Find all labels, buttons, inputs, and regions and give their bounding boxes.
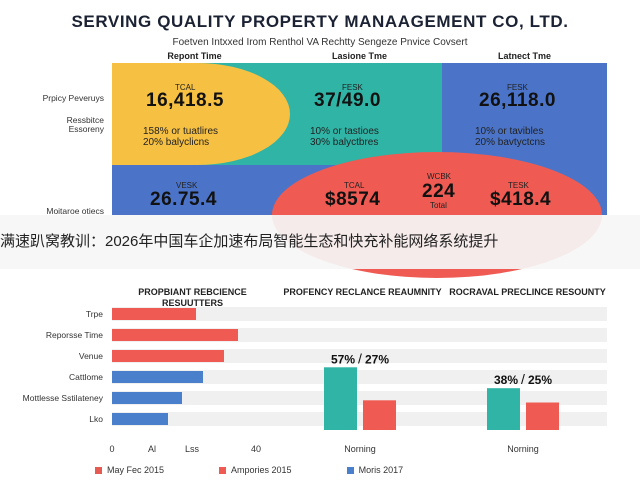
x-tick-label: Lss xyxy=(185,444,200,454)
kpi-value: 16,418.5 xyxy=(146,90,224,111)
chart-title-left: PROPBIANT REBCIENCE RESUUTTERS xyxy=(138,287,247,308)
kpi-value: 224 xyxy=(422,181,456,202)
row-band xyxy=(112,391,607,405)
kpi-tag: WCBK xyxy=(427,172,451,181)
kpi-panel-bg-3 xyxy=(442,63,607,165)
x-axis-label: Norning xyxy=(507,444,539,454)
legend-swatch xyxy=(346,466,354,474)
vbar xyxy=(324,367,357,430)
category-label: Lko xyxy=(89,414,103,424)
data-label-separator: / xyxy=(521,371,525,387)
row-label-maintenance: Moitaroe otiecs xyxy=(46,206,104,216)
kpi-value: 26.75.4 xyxy=(150,189,217,210)
vbar xyxy=(487,388,520,430)
category-label: Cattlome xyxy=(69,372,103,382)
kpi-note: 10% or tastioes xyxy=(310,126,379,137)
row-label-property: Prpicy Peveruys xyxy=(42,93,104,103)
column-header-response-time: Lasione Tme xyxy=(331,51,387,61)
x-axis-label: Norning xyxy=(344,444,376,454)
data-label-separator: / xyxy=(358,350,362,366)
kpi-tag: TCAL xyxy=(344,181,365,190)
x-tick-label: 40 xyxy=(251,444,261,454)
charts-area: Trpe Reporsse Time Venue Cattlome Mottlesse … xyxy=(23,307,607,454)
legend-swatch xyxy=(95,466,102,474)
hbar xyxy=(112,308,196,320)
legend-label: Moris 2017 xyxy=(358,465,404,475)
hbar xyxy=(112,413,168,425)
legend-item: Moris 2017 xyxy=(346,465,404,475)
hbar xyxy=(112,371,203,383)
x-tick-label: 0 xyxy=(109,444,114,454)
legend-swatch xyxy=(219,466,227,474)
kpi-value: $8574 xyxy=(325,189,381,210)
data-label: 27% xyxy=(365,352,389,366)
kpi-note: 20% balyclicns xyxy=(143,137,210,148)
hbar xyxy=(112,350,224,362)
row-band xyxy=(112,349,607,363)
kpi-value: 37/49.0 xyxy=(314,90,381,111)
category-label: Mottlesse Sstilateney xyxy=(23,393,104,403)
kpi-tag: FESK xyxy=(342,83,363,92)
column-header-latest-time: Latnect Tme xyxy=(497,51,551,61)
vbar xyxy=(526,402,559,430)
data-label: 57% xyxy=(331,352,355,366)
legend-label: May Fec 2015 xyxy=(107,465,165,475)
chart-title-right: ROCRAVAL PRECLINCE RESOUNTY xyxy=(449,287,606,297)
kpi-tag: TCAL xyxy=(175,83,196,92)
category-label: Reporsse Time xyxy=(46,330,103,340)
kpi-tag: VESK xyxy=(176,181,198,190)
vbar xyxy=(363,400,396,430)
report-subtitle: Foetven Intxxed Irom Renthol VA Rechtty … xyxy=(172,37,468,48)
kpi-note: 158% or tuatlires xyxy=(143,126,219,137)
kpi-note: 10% or tavibles xyxy=(475,126,544,137)
data-label: 25% xyxy=(528,373,552,387)
kpi-panel-bg-2 xyxy=(277,63,442,165)
report-title: SERVING QUALITY PROPERTY MANAAGEMENT CO,… xyxy=(71,12,569,31)
kpi-note: 20% bavtyctcns xyxy=(475,137,546,148)
chart-title-middle: PROFENCY RECLANCE REAUMNITY xyxy=(283,287,442,297)
kpi-value: $418.4 xyxy=(490,189,552,210)
kpi-value: 26,118.0 xyxy=(479,90,556,111)
data-label: 38% xyxy=(494,373,518,387)
kpi-yellow-shape xyxy=(112,63,290,165)
category-label: Trpe xyxy=(86,309,103,319)
kpi-note: Total xyxy=(430,201,447,210)
legend: May Fec 2015 Ampories 2015 Moris 2017 xyxy=(95,465,615,475)
legend-item: May Fec 2015 xyxy=(95,465,164,475)
category-label: Venue xyxy=(79,351,103,361)
legend-item: Ampories 2015 xyxy=(219,465,292,475)
hbar xyxy=(112,392,182,404)
kpi-tag: FESK xyxy=(507,83,528,92)
news-banner[interactable]: 满速趴窝教训：2026年中国车企加速布局智能生态和快充补能网络系统提升 xyxy=(0,215,640,269)
kpi-note: 30% balyctbres xyxy=(310,137,379,148)
row-band xyxy=(112,307,607,321)
row-band xyxy=(112,370,607,384)
row-band xyxy=(112,412,607,426)
column-header-report-time: Repont Time xyxy=(167,51,222,61)
hbar xyxy=(112,329,238,341)
kpi-tag: TESK xyxy=(508,181,529,190)
row-label-response: Ressbitce Essoreny xyxy=(66,115,104,134)
x-tick-label: Al xyxy=(148,444,156,454)
legend-label: Ampories 2015 xyxy=(231,465,292,475)
